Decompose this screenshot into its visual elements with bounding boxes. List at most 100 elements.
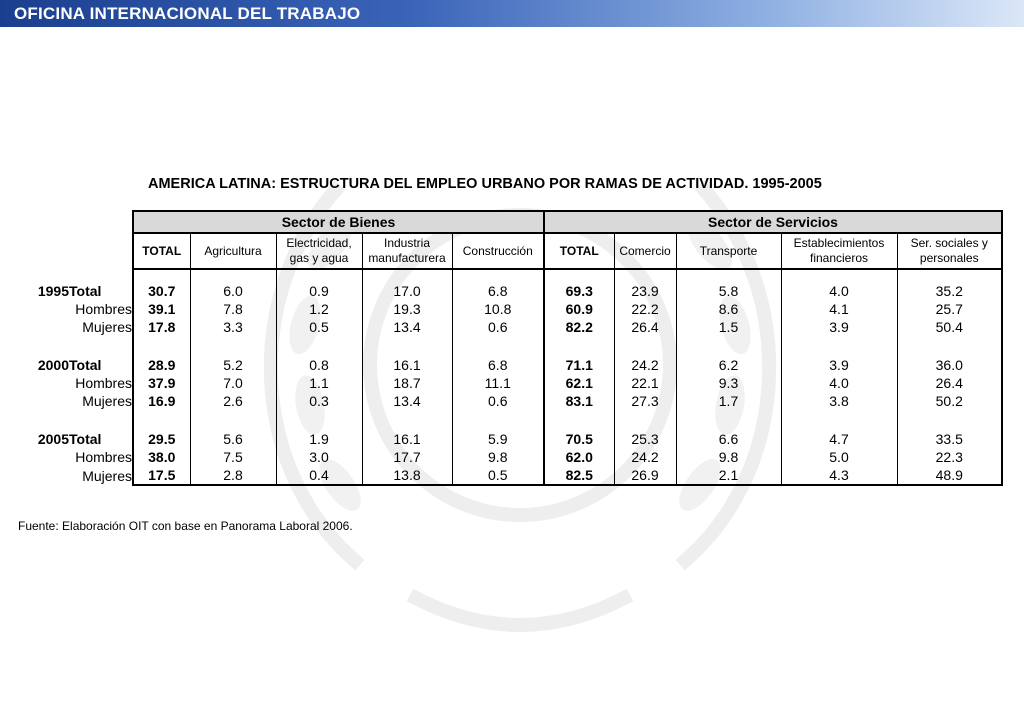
table-row: Mujeres 17.5 2.8 0.4 13.8 0.5 82.5 26.9 2.1 4.3 48…	[17, 466, 1003, 486]
table-cell: 17.7	[361, 448, 453, 466]
table-cell: 25.3	[613, 430, 677, 448]
table-cell: 1.9	[275, 430, 363, 448]
row-label: Hombres	[75, 375, 132, 391]
row-year: 2000	[37, 357, 69, 373]
table-cell: 0.5	[275, 318, 363, 336]
sector-services-header: Sector de Servicios	[543, 210, 1003, 234]
table-cell: 8.6	[675, 300, 782, 318]
row-label: Total	[69, 282, 102, 299]
table-cell: 4.0	[780, 269, 898, 300]
table-cell: 3.9	[780, 318, 898, 336]
row-year	[17, 448, 69, 466]
table-cell: 13.8	[361, 466, 453, 486]
banner-title: OFICINA INTERNACIONAL DEL TRABAJO	[14, 4, 361, 23]
table-cell: 5.8	[675, 269, 782, 300]
table-cell: 17.0	[361, 269, 453, 300]
table-cell: 39.1	[132, 300, 191, 318]
table-cell: 24.2	[613, 356, 677, 374]
table-cell: 1.1	[275, 374, 363, 392]
row-label: Total	[69, 357, 102, 373]
table-cell: 5.9	[451, 430, 545, 448]
table-cell: 9.3	[675, 374, 782, 392]
table-cell: 24.2	[613, 448, 677, 466]
table-cell: 5.0	[780, 448, 898, 466]
col-construction: Construcción	[451, 233, 545, 270]
table-cell: 0.8	[275, 356, 363, 374]
row-year	[17, 300, 69, 318]
col-social: Ser. sociales y personales	[896, 233, 1003, 270]
table-cell: 13.4	[361, 392, 453, 410]
col-total-goods: TOTAL	[132, 233, 191, 270]
table-cell: 71.1	[543, 356, 615, 374]
table-cell: 30.7	[132, 269, 191, 300]
table-cell: 1.7	[675, 392, 782, 410]
table-cell: 38.0	[132, 448, 191, 466]
table-cell: 26.4	[613, 318, 677, 336]
row-label: Hombres	[75, 301, 132, 317]
table-row: Mujeres 17.8 3.3 0.5 13.4 0.6 82.2 26.4 1.5 3.9 50…	[17, 318, 1003, 336]
row-label: Mujeres	[82, 319, 132, 335]
table-cell: 6.8	[451, 356, 545, 374]
table-cell: 69.3	[543, 269, 615, 300]
table-cell: 62.0	[543, 448, 615, 466]
table-cell: 19.3	[361, 300, 453, 318]
table-cell: 50.2	[896, 392, 1003, 410]
row-label: Mujeres	[82, 393, 132, 409]
row-label: Mujeres	[82, 467, 132, 484]
col-industry: Industria manufacturera	[361, 233, 453, 270]
table-cell: 27.3	[613, 392, 677, 410]
source-note: Fuente: Elaboración OIT con base en Pano…	[18, 519, 353, 533]
col-financial: Establecimientos financieros	[780, 233, 898, 270]
table-cell: 1.5	[675, 318, 782, 336]
table-cell: 26.9	[613, 466, 677, 486]
col-transport: Transporte	[675, 233, 782, 270]
table-cell: 7.8	[189, 300, 277, 318]
employment-structure-table: Sector de Bienes Sector de Servicios TOT…	[17, 210, 1003, 486]
table-cell: 16.1	[361, 356, 453, 374]
row-label: Total	[69, 431, 102, 447]
table-cell: 82.5	[543, 466, 615, 486]
table-cell: 36.0	[896, 356, 1003, 374]
table-cell: 2.8	[189, 466, 277, 486]
table-title: AMERICA LATINA: ESTRUCTURA DEL EMPLEO UR…	[148, 176, 822, 192]
table-cell: 62.1	[543, 374, 615, 392]
table-cell: 0.6	[451, 392, 545, 410]
table-cell: 3.3	[189, 318, 277, 336]
table-cell: 6.2	[675, 356, 782, 374]
table-cell: 3.9	[780, 356, 898, 374]
table-cell: 2.1	[675, 466, 782, 486]
table-cell: 60.9	[543, 300, 615, 318]
row-year: 1995	[37, 282, 69, 299]
table-cell: 4.7	[780, 430, 898, 448]
table-cell: 83.1	[543, 392, 615, 410]
table-cell: 6.8	[451, 269, 545, 300]
table-cell: 17.8	[132, 318, 191, 336]
table-cell: 9.8	[675, 448, 782, 466]
table-cell: 6.0	[189, 269, 277, 300]
table-cell: 7.5	[189, 448, 277, 466]
table-cell: 18.7	[361, 374, 453, 392]
table-cell: 4.3	[780, 466, 898, 486]
row-year	[17, 466, 69, 485]
table-cell: 26.4	[896, 374, 1003, 392]
row-year	[17, 374, 69, 392]
table-cell: 29.5	[132, 430, 191, 448]
table-cell: 1.2	[275, 300, 363, 318]
header-banner: OFICINA INTERNACIONAL DEL TRABAJO	[0, 0, 1024, 27]
col-agriculture: Agricultura	[189, 233, 277, 270]
table-cell: 10.8	[451, 300, 545, 318]
table-cell: 6.6	[675, 430, 782, 448]
table-cell: 4.0	[780, 374, 898, 392]
table-cell: 82.2	[543, 318, 615, 336]
table-row: Hombres 38.0 7.5 3.0 17.7 9.8 62.0 24.2 9.8 5.0 22…	[17, 448, 1003, 466]
table-cell: 17.5	[132, 466, 191, 486]
row-year	[17, 318, 69, 336]
table-cell: 37.9	[132, 374, 191, 392]
table-cell: 11.1	[451, 374, 545, 392]
row-label: Hombres	[75, 449, 132, 465]
table-cell: 0.3	[275, 392, 363, 410]
table-cell: 5.2	[189, 356, 277, 374]
table-cell: 3.8	[780, 392, 898, 410]
table-cell: 9.8	[451, 448, 545, 466]
table-cell: 2.6	[189, 392, 277, 410]
